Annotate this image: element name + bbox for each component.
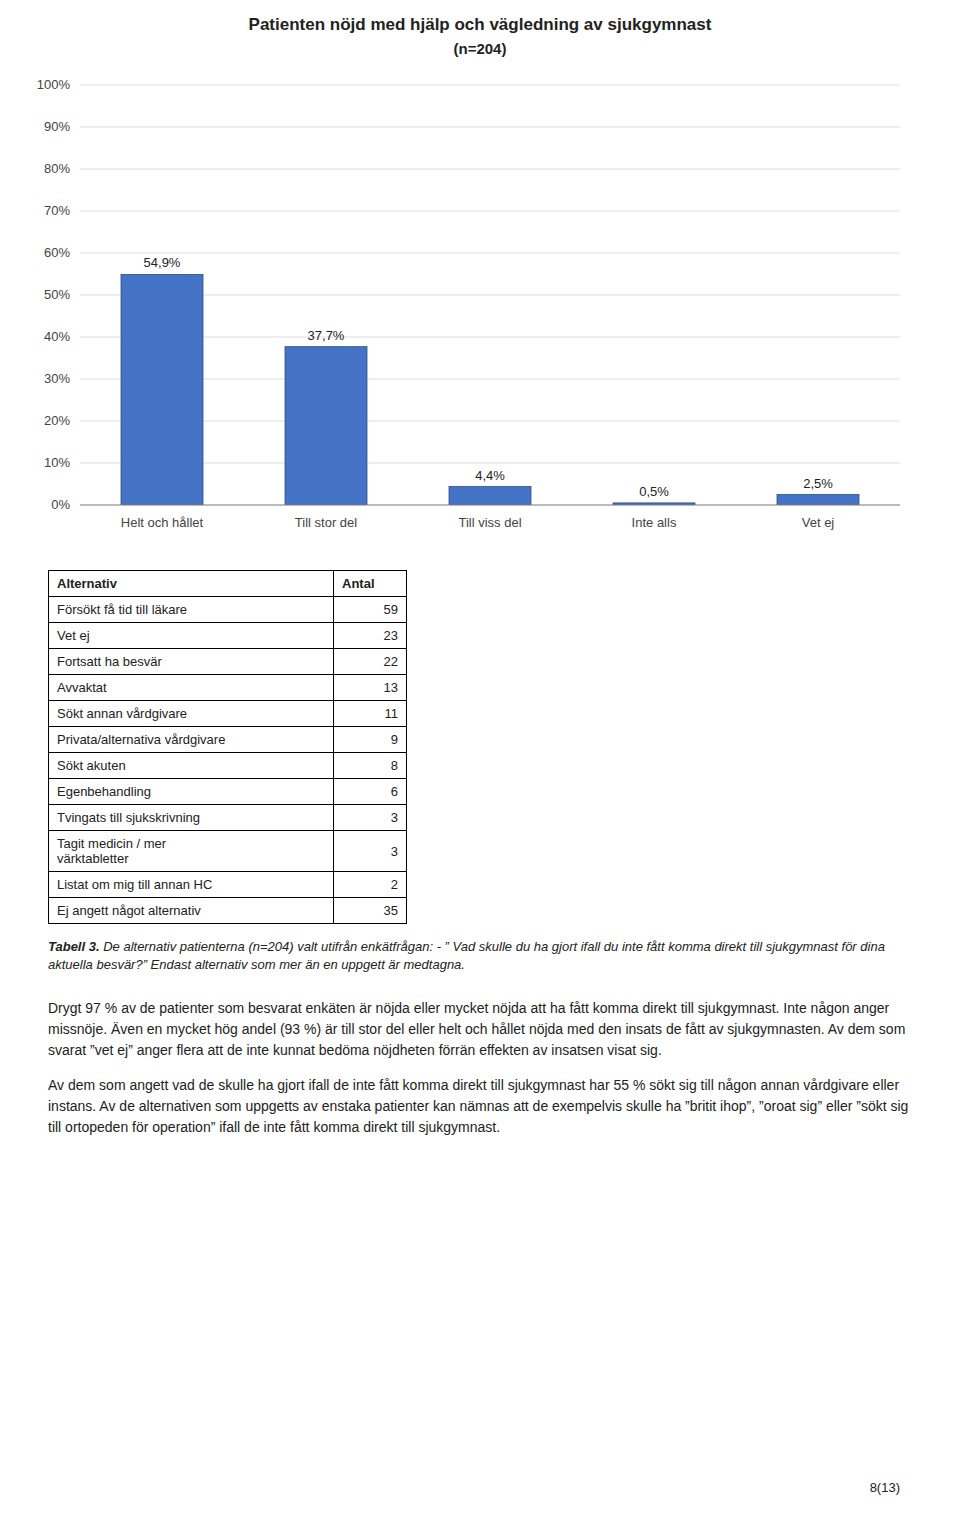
table-value-cell: 2 bbox=[334, 872, 407, 898]
y-tick-label: 0% bbox=[51, 497, 70, 512]
x-tick-label: Helt och hållet bbox=[121, 515, 204, 530]
y-tick-label: 60% bbox=[44, 245, 70, 260]
y-tick-label: 40% bbox=[44, 329, 70, 344]
table-container: AlternativAntalFörsökt få tid till läkar… bbox=[48, 570, 960, 924]
paragraph: Drygt 97 % av de patienter som besvarat … bbox=[48, 998, 912, 1061]
table-row: Ej angett något alternativ35 bbox=[49, 898, 407, 924]
grid-line bbox=[80, 505, 900, 506]
table-body: Försökt få tid till läkare59Vet ej23Fort… bbox=[49, 597, 407, 924]
table-header-cell: Alternativ bbox=[49, 571, 334, 597]
bar bbox=[121, 274, 203, 505]
table-row: Tvingats till sjukskrivning3 bbox=[49, 805, 407, 831]
y-tick-label: 80% bbox=[44, 161, 70, 176]
grid-line bbox=[80, 127, 900, 128]
grid-line bbox=[80, 169, 900, 170]
table-row: Fortsatt ha besvär22 bbox=[49, 649, 407, 675]
y-tick-label: 100% bbox=[37, 77, 71, 92]
caption-text: De alternativ patienterna (n=204) valt u… bbox=[48, 939, 885, 972]
table-label-cell: Egenbehandling bbox=[49, 779, 334, 805]
y-tick-label: 30% bbox=[44, 371, 70, 386]
x-tick-label: Till stor del bbox=[295, 515, 357, 530]
table-value-cell: 13 bbox=[334, 675, 407, 701]
y-tick-label: 90% bbox=[44, 119, 70, 134]
table-row: Vet ej23 bbox=[49, 623, 407, 649]
data-label: 37,7% bbox=[308, 328, 345, 343]
grid bbox=[80, 85, 900, 505]
table-value-cell: 59 bbox=[334, 597, 407, 623]
bars bbox=[121, 274, 859, 505]
table-row: Sökt annan vårdgivare11 bbox=[49, 701, 407, 727]
table-header-cell: Antal bbox=[334, 571, 407, 597]
table-row: Privata/alternativa vårdgivare9 bbox=[49, 727, 407, 753]
table-label-cell: Avvaktat bbox=[49, 675, 334, 701]
caption: Tabell 3. De alternativ patienterna (n=2… bbox=[48, 938, 912, 974]
table-value-cell: 9 bbox=[334, 727, 407, 753]
table-label-cell: Vet ej bbox=[49, 623, 334, 649]
y-tick-label: 10% bbox=[44, 455, 70, 470]
table-row: Försökt få tid till läkare59 bbox=[49, 597, 407, 623]
table-value-cell: 6 bbox=[334, 779, 407, 805]
x-tick-label: Vet ej bbox=[802, 515, 835, 530]
y-tick-label: 50% bbox=[44, 287, 70, 302]
table-value-cell: 3 bbox=[334, 805, 407, 831]
table-row: Avvaktat13 bbox=[49, 675, 407, 701]
table-label-cell: Tvingats till sjukskrivning bbox=[49, 805, 334, 831]
table-label-cell: Sökt annan vårdgivare bbox=[49, 701, 334, 727]
page-number: 8(13) bbox=[870, 1480, 900, 1495]
table-row: Tagit medicin / mer värktabletter3 bbox=[49, 831, 407, 872]
table-row: Sökt akuten8 bbox=[49, 753, 407, 779]
bar bbox=[285, 347, 367, 505]
data-label: 54,9% bbox=[144, 255, 181, 270]
data-label: 0,5% bbox=[639, 484, 669, 499]
table-value-cell: 23 bbox=[334, 623, 407, 649]
table-value-cell: 8 bbox=[334, 753, 407, 779]
caption-label: Tabell 3. bbox=[48, 939, 100, 954]
bar bbox=[449, 487, 531, 505]
x-axis-line bbox=[80, 505, 900, 506]
y-tick-label: 20% bbox=[44, 413, 70, 428]
chart-title: Patienten nöjd med hjälp och vägledning … bbox=[249, 15, 712, 34]
grid-line bbox=[80, 211, 900, 212]
data-label: 4,4% bbox=[475, 468, 505, 483]
table-value-cell: 3 bbox=[334, 831, 407, 872]
table-label-cell: Privata/alternativa vårdgivare bbox=[49, 727, 334, 753]
x-tick-label: Till viss del bbox=[458, 515, 521, 530]
grid-line bbox=[80, 253, 900, 254]
x-tick-label: Inte alls bbox=[632, 515, 677, 530]
table-label-cell: Sökt akuten bbox=[49, 753, 334, 779]
table-value-cell: 11 bbox=[334, 701, 407, 727]
table-row: Listat om mig till annan HC2 bbox=[49, 872, 407, 898]
table-label-cell: Försökt få tid till läkare bbox=[49, 597, 334, 623]
chart: Patienten nöjd med hjälp och vägledning … bbox=[0, 0, 960, 560]
table-label-cell: Ej angett något alternativ bbox=[49, 898, 334, 924]
grid-line bbox=[80, 85, 900, 86]
table: AlternativAntalFörsökt få tid till läkar… bbox=[48, 570, 407, 924]
table-label-cell: Fortsatt ha besvär bbox=[49, 649, 334, 675]
y-tick-label: 70% bbox=[44, 203, 70, 218]
data-label: 2,5% bbox=[803, 476, 833, 491]
bar bbox=[777, 495, 859, 506]
table-label-cell: Tagit medicin / mer värktabletter bbox=[49, 831, 334, 872]
data-labels: 54,9% 37,7% 4,4% 0,5% 2,5% bbox=[144, 255, 834, 498]
table-value-cell: 22 bbox=[334, 649, 407, 675]
chart-subtitle: (n=204) bbox=[454, 40, 507, 57]
table-label-cell: Listat om mig till annan HC bbox=[49, 872, 334, 898]
table-value-cell: 35 bbox=[334, 898, 407, 924]
table-header-row: AlternativAntal bbox=[49, 571, 407, 597]
table-row: Egenbehandling6 bbox=[49, 779, 407, 805]
x-axis: Helt och hållet Till stor del Till viss de… bbox=[80, 505, 900, 530]
table-head: AlternativAntal bbox=[49, 571, 407, 597]
body-text: Drygt 97 % av de patienter som besvarat … bbox=[48, 998, 912, 1138]
paragraph: Av dem som angett vad de skulle ha gjort… bbox=[48, 1075, 912, 1138]
